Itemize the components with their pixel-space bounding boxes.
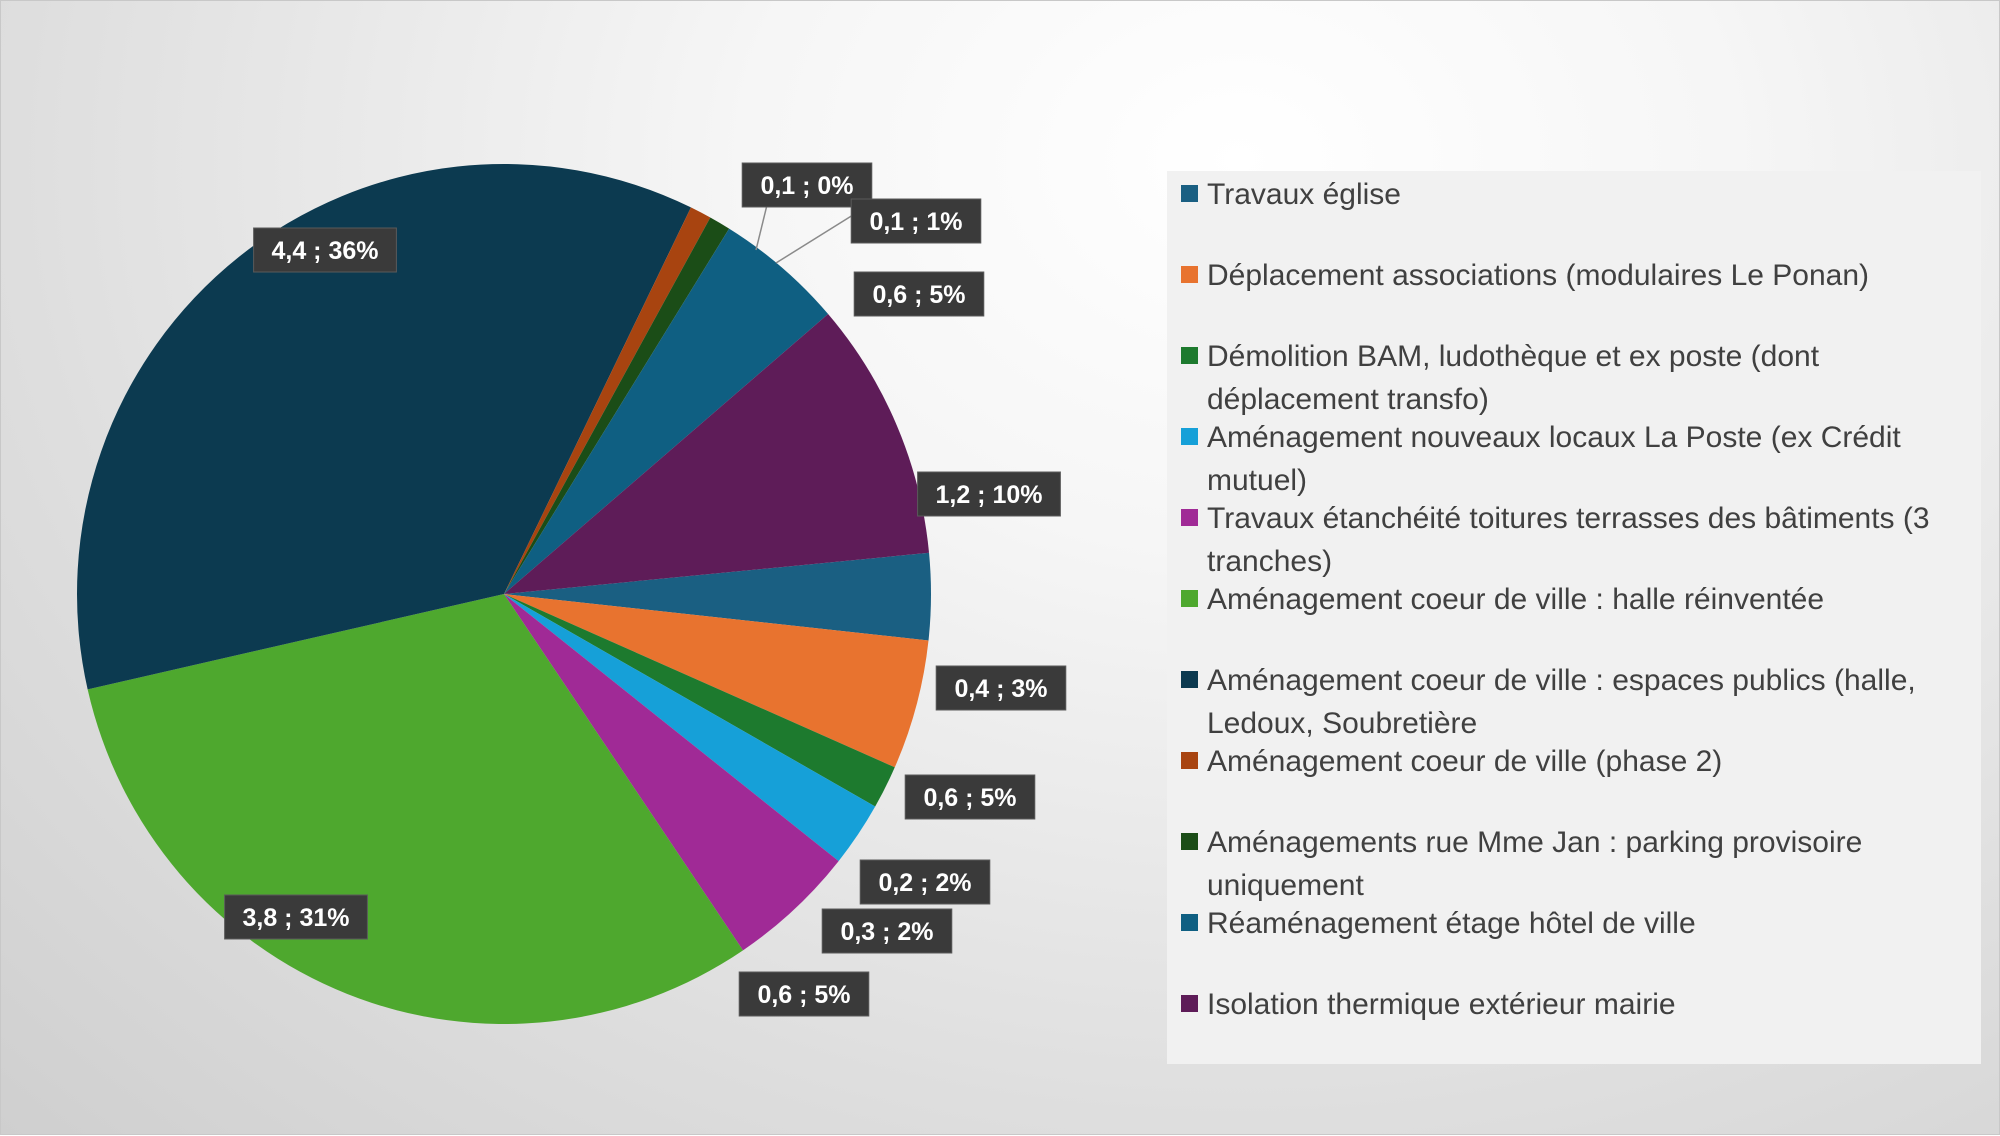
- legend-swatch: [1181, 266, 1198, 283]
- legend-swatch: [1181, 671, 1198, 688]
- legend-label: Démolition BAM, ludothèque et ex poste (…: [1207, 340, 1820, 416]
- pie-slices: [77, 164, 931, 1024]
- pie-slice: [504, 314, 930, 594]
- pie-slice: [504, 217, 730, 594]
- pie-slice: [504, 207, 711, 594]
- legend-label: Aménagement coeur de ville : halle réinv…: [1207, 583, 1825, 616]
- data-label: 0,1 ; 1%: [850, 198, 982, 244]
- data-label-box: [738, 971, 870, 1017]
- data-label: 0,2 ; 2%: [859, 859, 991, 905]
- data-label-text: 4,4 ; 36%: [271, 237, 378, 265]
- data-label-box: [850, 198, 982, 244]
- data-label-box: [917, 471, 1061, 517]
- data-label-text: 0,4 ; 3%: [954, 675, 1047, 703]
- legend-swatch: [1181, 752, 1198, 769]
- data-label-text: 0,6 ; 5%: [757, 981, 850, 1009]
- data-label: 3,8 ; 31%: [224, 894, 368, 940]
- legend-label: Travaux étanchéité toitures terrasses de…: [1207, 502, 1930, 578]
- data-label: 4,4 ; 36%: [253, 227, 397, 273]
- data-label-box: [859, 859, 991, 905]
- data-label: 0,3 ; 2%: [821, 908, 953, 954]
- data-label-text: 3,8 ; 31%: [242, 904, 349, 932]
- data-label-text: 0,6 ; 5%: [923, 784, 1016, 812]
- data-label: 1,2 ; 10%: [917, 471, 1061, 517]
- legend-swatch: [1181, 509, 1198, 526]
- legend-swatch: [1181, 914, 1198, 931]
- data-label: 0,1 ; 0%: [741, 162, 873, 208]
- leader-line: [755, 204, 768, 251]
- data-label-box: [821, 908, 953, 954]
- legend-label: Aménagement coeur de ville (phase 2): [1207, 745, 1723, 778]
- pie-slice: [504, 594, 839, 951]
- data-label-box: [224, 894, 368, 940]
- legend-swatch: [1181, 185, 1198, 202]
- data-label-box: [741, 162, 873, 208]
- legend-label: Aménagements rue Mme Jan : parking provi…: [1207, 826, 1863, 902]
- data-label-text: 0,6 ; 5%: [872, 281, 965, 309]
- data-label: 0,6 ; 5%: [853, 271, 985, 317]
- data-label-box: [904, 774, 1036, 820]
- data-label-text: 0,1 ; 1%: [869, 208, 962, 236]
- data-label-text: 0,3 ; 2%: [840, 918, 933, 946]
- data-label-text: 0,1 ; 0%: [760, 172, 853, 200]
- pie-slice: [504, 594, 876, 862]
- pie-slice: [504, 228, 829, 595]
- legend-label: Travaux église: [1207, 178, 1401, 211]
- legend: Travaux église Déplacement associations (…: [1167, 171, 1981, 1064]
- data-label-box: [253, 227, 397, 273]
- legend-swatch: [1181, 833, 1198, 850]
- pie-slice: [504, 552, 931, 641]
- data-label-box: [935, 665, 1067, 711]
- data-label-text: 0,2 ; 2%: [878, 869, 971, 897]
- pie-slice: [77, 164, 691, 690]
- legend-label: Aménagement nouveaux locaux La Poste (ex…: [1207, 421, 1901, 497]
- legend-swatch: [1181, 995, 1198, 1012]
- data-label: 0,6 ; 5%: [738, 971, 870, 1017]
- legend-swatch: [1181, 590, 1198, 607]
- legend-swatch: [1181, 347, 1198, 364]
- pie-slice: [504, 594, 895, 807]
- data-label-text: 1,2 ; 10%: [935, 481, 1042, 509]
- legend-label: Aménagement coeur de ville : espaces pub…: [1207, 664, 1916, 740]
- data-labels: 0,4 ; 3% 0,6 ; 5% 0,2 ; 2% 0,3 ; 2% 0,6 ; 5%…: [224, 162, 1067, 1017]
- legend-swatch: [1181, 428, 1198, 445]
- legend-label: Réaménagement étage hôtel de ville: [1207, 907, 1696, 940]
- legend-label: Isolation thermique extérieur mairie: [1207, 988, 1676, 1021]
- legend-label: Déplacement associations (modulaires Le …: [1207, 259, 1870, 292]
- data-label: 0,6 ; 5%: [904, 774, 1036, 820]
- pie-slice: [504, 594, 929, 768]
- data-label: 0,4 ; 3%: [935, 665, 1067, 711]
- data-label-box: [853, 271, 985, 317]
